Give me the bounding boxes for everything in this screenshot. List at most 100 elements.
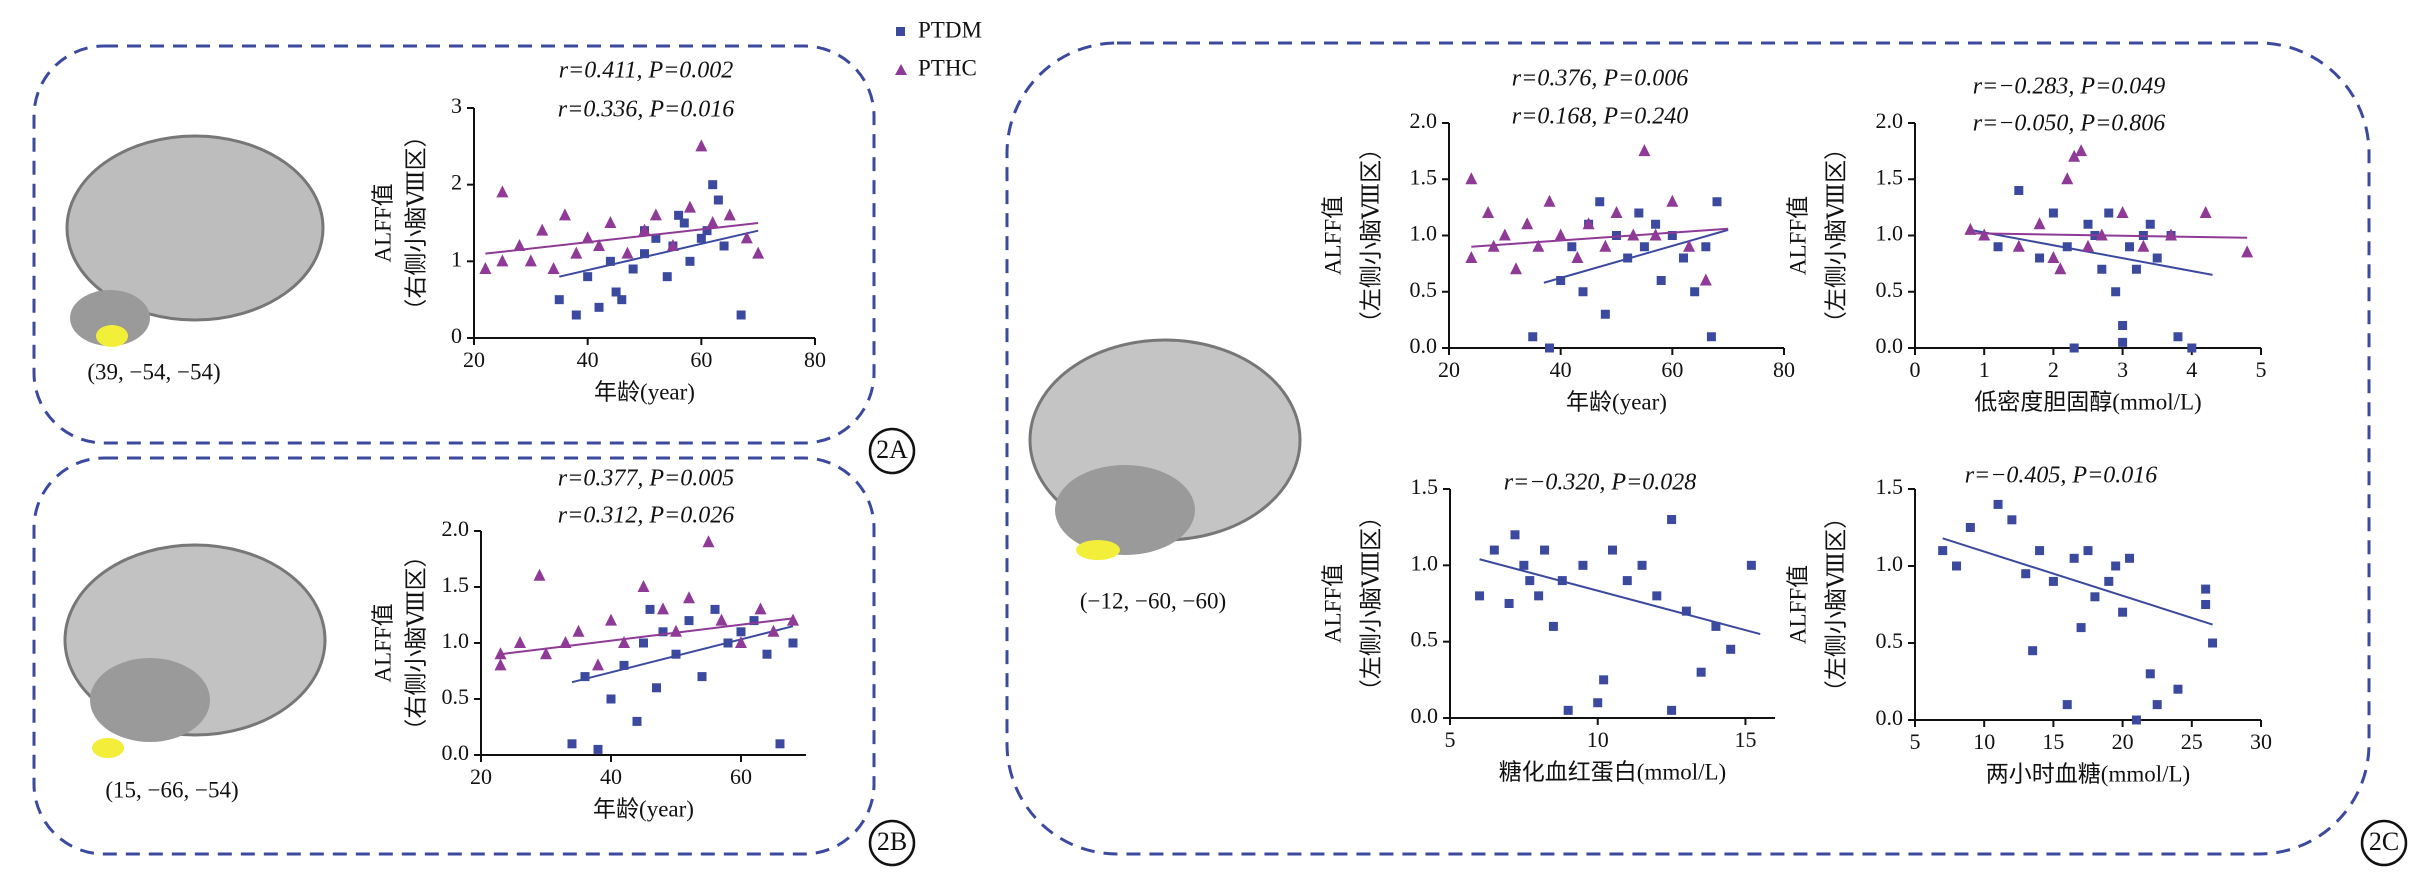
point <box>1701 242 1711 252</box>
point <box>1545 343 1554 353</box>
point <box>662 272 672 282</box>
brain-image <box>65 134 325 322</box>
point <box>2125 242 2135 252</box>
point <box>762 649 772 659</box>
point <box>1667 231 1677 240</box>
point <box>1639 242 1649 252</box>
x-axis-label: 年龄(year) <box>593 796 694 821</box>
chart: 5 10 15 20 25 30 0.0 0.5 1.0 1.5 两小时血糖(mmol/L) ALFF… <box>1785 463 2272 787</box>
y-tick-label: 0.0 <box>1876 333 1904 358</box>
x-tick-label: 1 <box>1979 357 1990 382</box>
roi <box>1076 540 1120 560</box>
point <box>1965 523 1975 532</box>
point <box>710 604 720 614</box>
fit-line <box>571 625 794 684</box>
stat-annotation: r=0.376, P=0.006 <box>1512 66 1688 92</box>
point <box>1525 576 1535 586</box>
legend: PTDM PTHC <box>895 17 982 80</box>
point <box>657 602 669 615</box>
point <box>1952 561 1962 571</box>
y-axis-label: ALFF值 <box>1320 196 1345 275</box>
stat-annotation: r=−0.405, P=0.016 <box>1965 463 2158 489</box>
brain-image <box>90 658 210 742</box>
point <box>2012 239 2025 252</box>
point <box>617 295 627 305</box>
label-circle <box>868 819 916 867</box>
stat-annotation: r=0.168, P=0.240 <box>1512 104 1688 130</box>
point <box>2076 623 2086 633</box>
y-tick-label: 0.5 <box>1411 627 1439 652</box>
brain-image <box>70 290 150 346</box>
point <box>1993 499 2003 509</box>
legend-label: PTDM <box>918 17 982 42</box>
chart: 20 40 60 80 0.0 0.5 1.0 1.5 2.0 年龄(year) ALFF值 （左侧小… <box>1320 66 1795 415</box>
fit-line <box>1543 228 1729 284</box>
x-tick-label: 60 <box>1661 357 1683 382</box>
x-tick-label: 5 <box>1910 729 1921 754</box>
point <box>2199 206 2212 218</box>
point <box>2116 206 2129 218</box>
point <box>638 223 651 236</box>
point <box>606 694 616 704</box>
point <box>1993 242 2003 252</box>
y-tick-label: 1.5 <box>1411 474 1439 499</box>
point <box>2104 208 2114 218</box>
point <box>1679 253 1688 263</box>
point <box>1652 591 1662 601</box>
point <box>593 239 606 251</box>
point <box>671 649 681 659</box>
point <box>735 636 747 648</box>
point <box>708 180 718 190</box>
point <box>605 613 617 626</box>
x-axis-label: 糖化血红蛋白(mmol/L) <box>1499 759 1726 784</box>
y-tick-label: 0.5 <box>1876 628 1904 653</box>
point <box>592 658 604 671</box>
point <box>1567 242 1577 252</box>
point <box>540 647 552 660</box>
point <box>640 249 649 259</box>
stat-annotation: r=−0.050, P=0.806 <box>1973 111 2166 137</box>
point <box>2118 337 2128 347</box>
fit-line <box>500 617 794 656</box>
y-axis-label: （左侧小脑Ⅷ区） <box>1823 137 1848 334</box>
chart: 5 10 15 0.0 0.5 1.0 1.5 糖化血红蛋白(mmol/L) ALFF值 （左侧小… <box>1320 470 1775 784</box>
point <box>2069 343 2079 353</box>
y-axis-label: ALFF值 <box>1785 196 1810 275</box>
x-tick-label: 10 <box>1587 727 1609 752</box>
point <box>1582 217 1595 230</box>
point <box>1667 705 1677 715</box>
point <box>533 568 546 581</box>
x-tick-label: 60 <box>730 764 752 789</box>
point <box>1699 273 1712 286</box>
point <box>740 231 753 244</box>
point <box>1600 309 1610 319</box>
x-tick-label: 30 <box>2250 729 2272 754</box>
point <box>2131 715 2141 725</box>
point <box>1593 698 1603 708</box>
point <box>1543 194 1556 207</box>
legend-label: PTHC <box>918 55 977 80</box>
point <box>2062 242 2072 252</box>
point <box>775 739 785 749</box>
y-tick-label: 1.0 <box>1876 551 1904 576</box>
point <box>2104 576 2114 586</box>
y-tick-label: 3 <box>451 93 462 118</box>
y-axis-label: （右侧小脑Ⅷ区） <box>403 124 428 321</box>
point <box>1978 228 1991 241</box>
point <box>496 185 509 198</box>
point <box>1475 591 1485 601</box>
point <box>2047 251 2060 263</box>
fit-line <box>1970 232 2248 239</box>
point <box>2035 546 2045 556</box>
point <box>572 624 585 637</box>
fit-line <box>1479 558 1761 635</box>
point <box>702 226 712 236</box>
point <box>2152 700 2162 710</box>
point <box>2082 239 2094 252</box>
roi <box>92 738 124 758</box>
stat-annotation: r=0.336, P=0.016 <box>558 97 734 123</box>
point <box>2145 669 2155 679</box>
x-tick-label: 25 <box>2181 729 2203 754</box>
point <box>670 624 682 637</box>
